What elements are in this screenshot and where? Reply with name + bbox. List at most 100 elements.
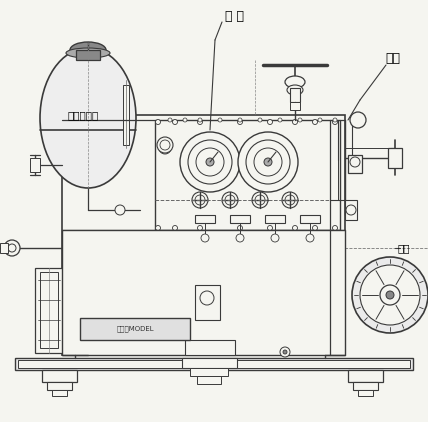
Bar — [42, 370, 77, 382]
Circle shape — [350, 112, 366, 128]
Circle shape — [183, 118, 187, 122]
Circle shape — [292, 225, 297, 230]
Circle shape — [206, 158, 214, 166]
Circle shape — [258, 118, 262, 122]
Circle shape — [360, 265, 420, 325]
Bar — [123, 85, 129, 145]
Circle shape — [196, 148, 224, 176]
Bar — [35, 268, 63, 353]
Circle shape — [238, 132, 298, 192]
Ellipse shape — [66, 48, 110, 58]
Circle shape — [333, 225, 338, 230]
Bar — [155, 120, 340, 230]
Circle shape — [298, 118, 302, 122]
Circle shape — [160, 140, 170, 150]
Circle shape — [280, 347, 290, 357]
Bar — [185, 340, 235, 355]
Bar — [345, 200, 357, 220]
Circle shape — [268, 119, 273, 124]
Circle shape — [238, 225, 243, 230]
Bar — [265, 215, 285, 223]
Bar — [18, 360, 410, 368]
Circle shape — [312, 119, 318, 124]
Bar — [195, 255, 295, 315]
Circle shape — [115, 205, 125, 215]
Circle shape — [268, 225, 273, 230]
Circle shape — [8, 244, 16, 252]
Circle shape — [192, 192, 208, 208]
Circle shape — [292, 119, 297, 124]
Circle shape — [197, 119, 202, 124]
Circle shape — [188, 140, 232, 184]
Bar — [182, 358, 237, 368]
Circle shape — [271, 234, 279, 242]
Bar — [52, 390, 67, 396]
Bar — [76, 50, 100, 60]
Bar — [15, 358, 413, 370]
Text: 吸口: 吸口 — [398, 243, 410, 253]
Circle shape — [238, 119, 243, 124]
Circle shape — [255, 195, 265, 205]
Ellipse shape — [40, 48, 136, 188]
Bar — [0, 243, 8, 253]
Bar — [230, 215, 250, 223]
Circle shape — [168, 118, 172, 122]
Bar — [30, 158, 40, 172]
Bar — [40, 272, 58, 348]
Bar — [290, 102, 300, 110]
Circle shape — [278, 118, 282, 122]
Circle shape — [252, 192, 268, 208]
Ellipse shape — [70, 42, 106, 58]
Bar — [197, 376, 221, 384]
Circle shape — [306, 234, 314, 242]
Ellipse shape — [285, 76, 305, 88]
Bar — [62, 115, 345, 355]
Text: 燃料タンク: 燃料タンク — [67, 110, 98, 120]
Circle shape — [197, 225, 202, 230]
Bar — [348, 155, 362, 173]
Bar — [358, 390, 373, 396]
Circle shape — [285, 195, 295, 205]
Bar — [348, 370, 383, 382]
Bar — [290, 88, 300, 102]
Bar — [353, 382, 378, 390]
Circle shape — [352, 257, 428, 333]
Bar — [195, 215, 215, 223]
Bar — [388, 148, 402, 168]
Circle shape — [172, 119, 178, 124]
Circle shape — [238, 118, 242, 122]
Circle shape — [200, 291, 214, 305]
Circle shape — [333, 119, 338, 124]
Circle shape — [157, 137, 173, 153]
Circle shape — [180, 132, 240, 192]
Bar — [300, 215, 320, 223]
Circle shape — [312, 225, 318, 230]
Circle shape — [201, 234, 209, 242]
Circle shape — [218, 118, 222, 122]
Circle shape — [236, 234, 244, 242]
Bar — [62, 230, 345, 355]
Text: 計 器: 計 器 — [225, 11, 244, 24]
Circle shape — [246, 140, 290, 184]
Circle shape — [282, 192, 298, 208]
Circle shape — [155, 119, 160, 124]
Circle shape — [195, 195, 205, 205]
Circle shape — [283, 350, 287, 354]
Circle shape — [155, 225, 160, 230]
Ellipse shape — [287, 85, 303, 95]
Circle shape — [198, 118, 202, 122]
Circle shape — [4, 240, 20, 256]
Circle shape — [350, 157, 360, 167]
Circle shape — [225, 195, 235, 205]
Text: 品番・MODEL: 品番・MODEL — [116, 326, 154, 332]
Circle shape — [380, 285, 400, 305]
Bar — [195, 285, 220, 320]
Circle shape — [264, 158, 272, 166]
Circle shape — [333, 118, 337, 122]
Circle shape — [346, 205, 356, 215]
Circle shape — [386, 291, 394, 299]
Bar — [47, 382, 72, 390]
Circle shape — [172, 225, 178, 230]
Bar — [80, 318, 190, 340]
Circle shape — [222, 192, 238, 208]
